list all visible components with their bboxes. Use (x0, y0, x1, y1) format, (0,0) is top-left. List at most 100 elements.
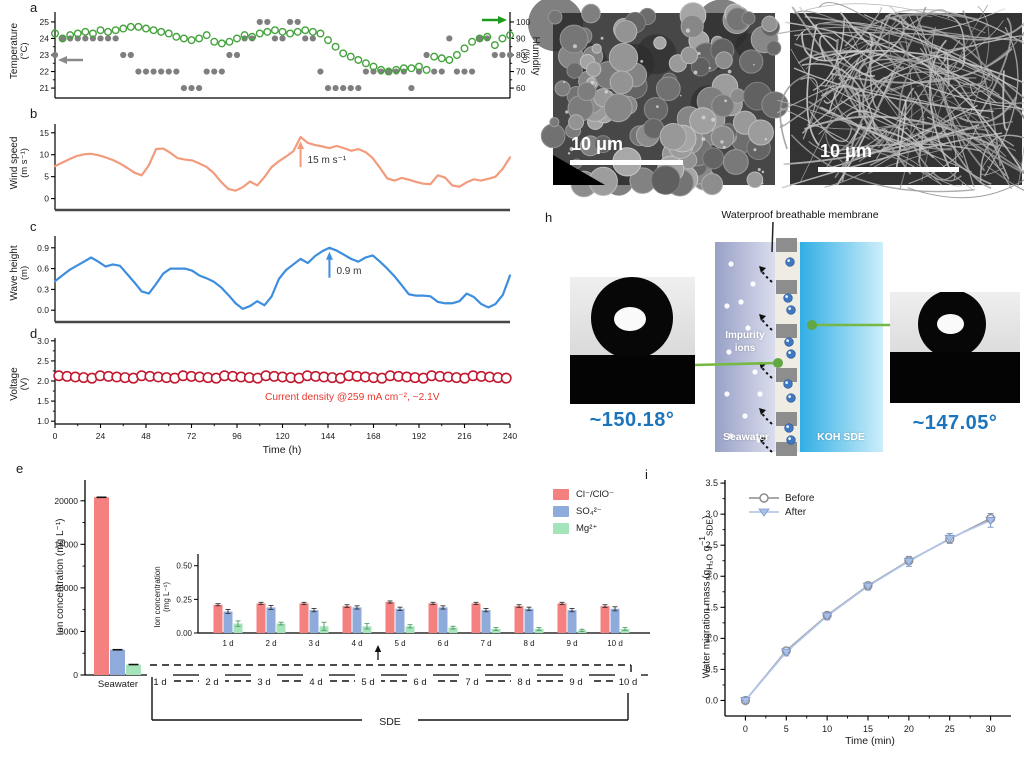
svg-text:10 d: 10 d (619, 677, 638, 688)
svg-text:15: 15 (40, 128, 50, 138)
koh-sde-label: KOH SDE (817, 431, 865, 443)
droplet-right-highlight (937, 314, 964, 334)
svg-text:24: 24 (96, 431, 106, 441)
substrate-left (570, 355, 695, 404)
chart-ion-concentration: 0 5000 10000 15000 20000 Seawater 1 d 2 d 3 d 4 d… (54, 480, 650, 728)
svg-text:2.5: 2.5 (705, 540, 718, 550)
svg-text:144: 144 (321, 431, 335, 441)
panel-label-d: d (30, 326, 38, 341)
svg-text:1.0: 1.0 (705, 633, 718, 643)
before-marker-icon (749, 493, 779, 503)
svg-text:8 d: 8 d (517, 677, 530, 688)
x-axis-title-time-h: Time (h) (262, 444, 302, 456)
membrane-title: Waterproof breathable membrane (721, 209, 879, 221)
svg-text:25: 25 (40, 17, 50, 27)
svg-text:2.5: 2.5 (37, 356, 49, 366)
svg-text:60: 60 (516, 83, 526, 93)
svg-text:15000: 15000 (54, 539, 78, 549)
svg-text:25: 25 (945, 724, 955, 734)
legend-item-before: Before (748, 492, 814, 504)
svg-text:23: 23 (40, 50, 50, 60)
panel-label-b: b (30, 106, 38, 121)
svg-text:0: 0 (53, 431, 58, 441)
svg-text:3.5: 3.5 (705, 478, 718, 488)
svg-text:10 d: 10 d (607, 639, 623, 648)
legend-item-so4: SO₄²⁻ (553, 506, 614, 517)
scale-bar-g (818, 167, 959, 172)
svg-text:192: 192 (412, 431, 426, 441)
legend-item-mg: Mg²⁺ (553, 523, 614, 534)
sem-image-fibers (776, 2, 1024, 199)
svg-text:90: 90 (516, 33, 526, 43)
svg-text:96: 96 (232, 431, 242, 441)
scale-bar-f (570, 160, 683, 165)
x-axis-title-time-min: Time (min) (845, 735, 895, 747)
chart-wave-height: 0.0 0.3 0.6 0.9 0.9 m (37, 236, 512, 324)
svg-text:0.0: 0.0 (37, 305, 49, 315)
panel-label-a: a (30, 0, 38, 15)
panel-label-e: e (16, 461, 24, 476)
scale-label-g: 10 μm (820, 141, 873, 161)
svg-text:20000: 20000 (54, 496, 78, 506)
svg-text:15 m s⁻¹: 15 m s⁻¹ (308, 155, 347, 166)
svg-text:70: 70 (516, 67, 526, 77)
svg-text:80: 80 (516, 50, 526, 60)
svg-text:7 d: 7 d (465, 677, 478, 688)
chart-water-migration: 0.0 0.5 1.0 1.5 2.0 2.5 3.0 3.5 0 5 10 15 20 25 30 (705, 478, 1011, 734)
svg-text:6 d: 6 d (437, 639, 448, 648)
contact-angle-photo-right (890, 292, 1020, 403)
svg-text:0: 0 (73, 670, 78, 680)
legend-item-after: After (748, 506, 814, 518)
svg-text:6 d: 6 d (413, 677, 426, 688)
svg-text:216: 216 (457, 431, 471, 441)
legend-item-cl: Cl⁻/ClO⁻ (553, 489, 614, 500)
svg-text:22: 22 (40, 67, 50, 77)
svg-text:1 d: 1 d (222, 639, 233, 648)
svg-text:2 d: 2 d (205, 677, 218, 688)
legend-ion-species: Cl⁻/ClO⁻ SO₄²⁻ Mg²⁺ (553, 489, 614, 540)
legend-swatch-cl (553, 489, 569, 500)
legend-swatch-so4 (553, 506, 569, 517)
svg-text:Seawater: Seawater (98, 679, 138, 690)
seawater-label: Seawater (722, 431, 770, 443)
chart-voltage: 1.0 1.5 2.0 2.5 3.0 0 24 48 72 96 120 144 168 192 216 2… (37, 336, 517, 441)
svg-text:2.0: 2.0 (37, 376, 49, 386)
svg-text:1.0: 1.0 (37, 416, 49, 426)
svg-text:30: 30 (986, 724, 996, 734)
svg-text:168: 168 (366, 431, 380, 441)
svg-text:20: 20 (904, 724, 914, 734)
chart-wind-speed: 0 5 10 15 15 m s⁻¹ (40, 124, 512, 212)
svg-text:3.0: 3.0 (37, 336, 49, 346)
svg-text:3 d: 3 d (308, 639, 319, 648)
svg-text:1 d: 1 d (153, 677, 166, 688)
svg-text:24: 24 (40, 33, 50, 43)
svg-text:72: 72 (187, 431, 197, 441)
svg-text:5: 5 (784, 724, 789, 734)
svg-text:1.5: 1.5 (37, 396, 49, 406)
chart-temperature-humidity: 21 22 23 24 25 60 70 80 90 100 (40, 12, 530, 99)
panel-label-i: i (645, 467, 648, 482)
legend-before-after: Before After (748, 492, 814, 520)
svg-text:0.5: 0.5 (705, 664, 718, 674)
svg-text:5: 5 (44, 172, 49, 182)
panel-label-c: c (30, 219, 37, 234)
svg-text:1.5: 1.5 (705, 602, 718, 612)
svg-text:9 d: 9 d (566, 639, 577, 648)
svg-text:0.9 m: 0.9 m (336, 266, 361, 277)
svg-text:10000: 10000 (54, 583, 78, 593)
svg-text:9 d: 9 d (569, 677, 582, 688)
svg-text:120: 120 (275, 431, 289, 441)
svg-text:15: 15 (863, 724, 873, 734)
contact-angle-photo-left (570, 277, 695, 404)
svg-text:4 d: 4 d (309, 677, 322, 688)
legend-swatch-mg (553, 523, 569, 534)
svg-text:10: 10 (822, 724, 832, 734)
svg-text:Current density @259 mA cm⁻²,: Current density @259 mA cm⁻², ~2.1V (265, 392, 440, 403)
svg-text:0.9: 0.9 (37, 243, 49, 253)
contact-angle-left-value: ~150.18° (589, 409, 675, 431)
svg-text:SDE: SDE (379, 716, 401, 728)
svg-text:0.00: 0.00 (176, 629, 192, 638)
svg-text:5 d: 5 d (394, 639, 405, 648)
svg-text:3.0: 3.0 (705, 509, 718, 519)
